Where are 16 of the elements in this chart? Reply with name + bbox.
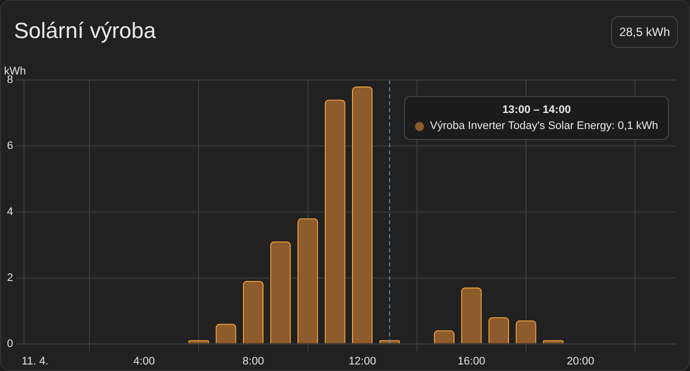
x-tick-label: 16:00 [458,355,486,368]
tooltip-card: 13:00 – 14:00 Výroba Inverter Today's Solar Energy: 0,1 kWh [404,96,670,140]
x-tick-label: 12:00 [348,355,376,368]
annotation: Výroba Inverter Today's Solar Energy: 0,1 kWh [430,120,658,132]
chart-title: Solární výroba [14,18,156,44]
y-tick-label: 2 [6,272,14,284]
y-tick-label: 6 [6,140,14,152]
y-tick-label: 4 [6,206,14,218]
x-tick-label: 11. 4. [22,355,48,368]
x-tick-label: 4:00 [133,355,155,368]
x-tick-label: 8:00 [242,355,264,368]
y-tick-label: 8 [6,74,14,86]
text: 28,5 kWh [611,16,678,48]
annotation: 13:00 – 14:00 [501,104,572,116]
x-tick-label: 20:00 [566,355,594,368]
y-tick-label: 0 [6,338,14,350]
